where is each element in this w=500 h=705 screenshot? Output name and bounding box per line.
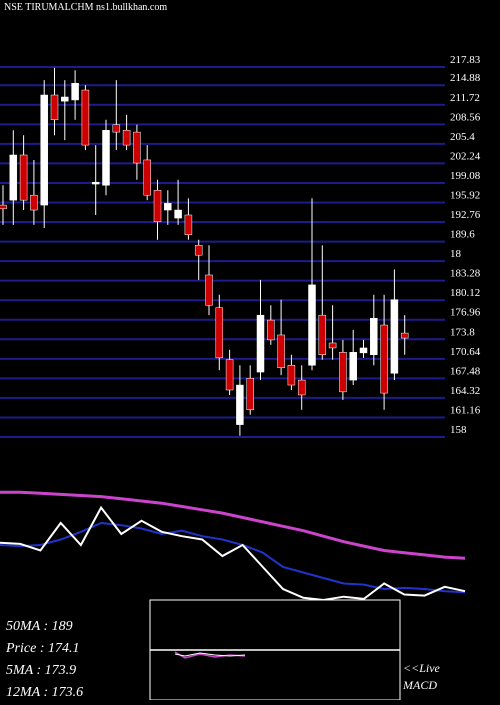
- y-tick-label: 205.4: [450, 131, 475, 143]
- candle-body: [287, 365, 296, 386]
- candle-body: [225, 359, 234, 391]
- candle-body: [184, 214, 193, 236]
- y-tick-label: 202.24: [450, 150, 481, 162]
- y-tick-label: 195.92: [450, 189, 480, 201]
- y-tick-label: 211.72: [450, 92, 480, 104]
- candle-body: [143, 159, 151, 196]
- candle-body: [277, 334, 285, 368]
- macd-label: <<Live: [403, 661, 441, 675]
- y-tick-label: 173.8: [450, 326, 475, 338]
- y-tick-label: 208.56: [450, 111, 481, 123]
- candle-body: [102, 130, 110, 186]
- candle-body: [30, 194, 38, 211]
- candle-body: [339, 352, 347, 393]
- y-tick-label: 199.08: [450, 170, 481, 182]
- candle-body: [318, 314, 327, 356]
- candle-body: [256, 314, 265, 373]
- candle-body: [205, 274, 213, 306]
- y-tick-label: 167.48: [450, 365, 481, 377]
- y-tick-label: 214.88: [450, 72, 481, 84]
- indicator-line: [0, 505, 466, 602]
- candle-body: [9, 154, 18, 201]
- candle-body: [390, 299, 399, 374]
- candle-body: [122, 130, 131, 146]
- candle-body: [308, 284, 316, 366]
- candle-body: [164, 202, 172, 211]
- candle-body: [0, 204, 7, 210]
- y-tick-label: 164.32: [450, 385, 480, 397]
- y-tick-label: 217.83: [450, 54, 481, 66]
- candle-body: [370, 318, 378, 356]
- y-tick-label: 192.76: [450, 209, 481, 221]
- y-tick-label: 176.96: [450, 307, 481, 319]
- candle-body: [81, 89, 90, 146]
- candle-body: [133, 131, 141, 164]
- candle-body: [400, 332, 409, 339]
- candle-body: [359, 347, 368, 354]
- y-tick-label: 161.16: [450, 404, 481, 416]
- candle-body: [40, 94, 48, 206]
- y-tick-label: 180.12: [450, 287, 480, 299]
- candle-body: [297, 379, 306, 396]
- candle-body: [50, 94, 59, 121]
- candle-body: [328, 342, 337, 349]
- macd-line: [174, 651, 246, 659]
- candle-body: [61, 96, 69, 102]
- candle-body: [91, 181, 100, 185]
- y-tick-label: 158: [450, 424, 467, 436]
- candle-body: [246, 378, 254, 411]
- candle-body: [349, 352, 357, 381]
- candle-body: [194, 245, 203, 256]
- candle-body: [174, 209, 182, 219]
- candle-body: [380, 324, 388, 394]
- y-tick-label: 18: [450, 248, 462, 260]
- candle-body: [153, 190, 162, 223]
- indicator-line: [0, 521, 466, 594]
- candle-body: [236, 384, 244, 425]
- candle-body: [71, 83, 79, 101]
- candle-body: [112, 124, 121, 133]
- y-tick-label: 189.6: [450, 229, 475, 241]
- candle-body: [267, 319, 275, 341]
- candle-body: [215, 307, 224, 359]
- indicator-value: 5MA : 173.9: [6, 663, 76, 678]
- y-tick-label: 183.28: [450, 268, 481, 280]
- indicator-value: Price : 174.1: [5, 641, 79, 656]
- macd-label: MACD: [402, 678, 437, 692]
- macd-signal: [174, 652, 246, 657]
- indicator-value: 12MA : 173.6: [6, 685, 83, 700]
- candle-body: [19, 154, 28, 201]
- chart-title: NSE TIRUMALCHM ns1.bullkhan.com: [4, 2, 167, 13]
- indicator-value: 50MA : 189: [6, 619, 73, 634]
- y-tick-label: 170.64: [450, 346, 481, 358]
- indicator-line: [0, 490, 466, 560]
